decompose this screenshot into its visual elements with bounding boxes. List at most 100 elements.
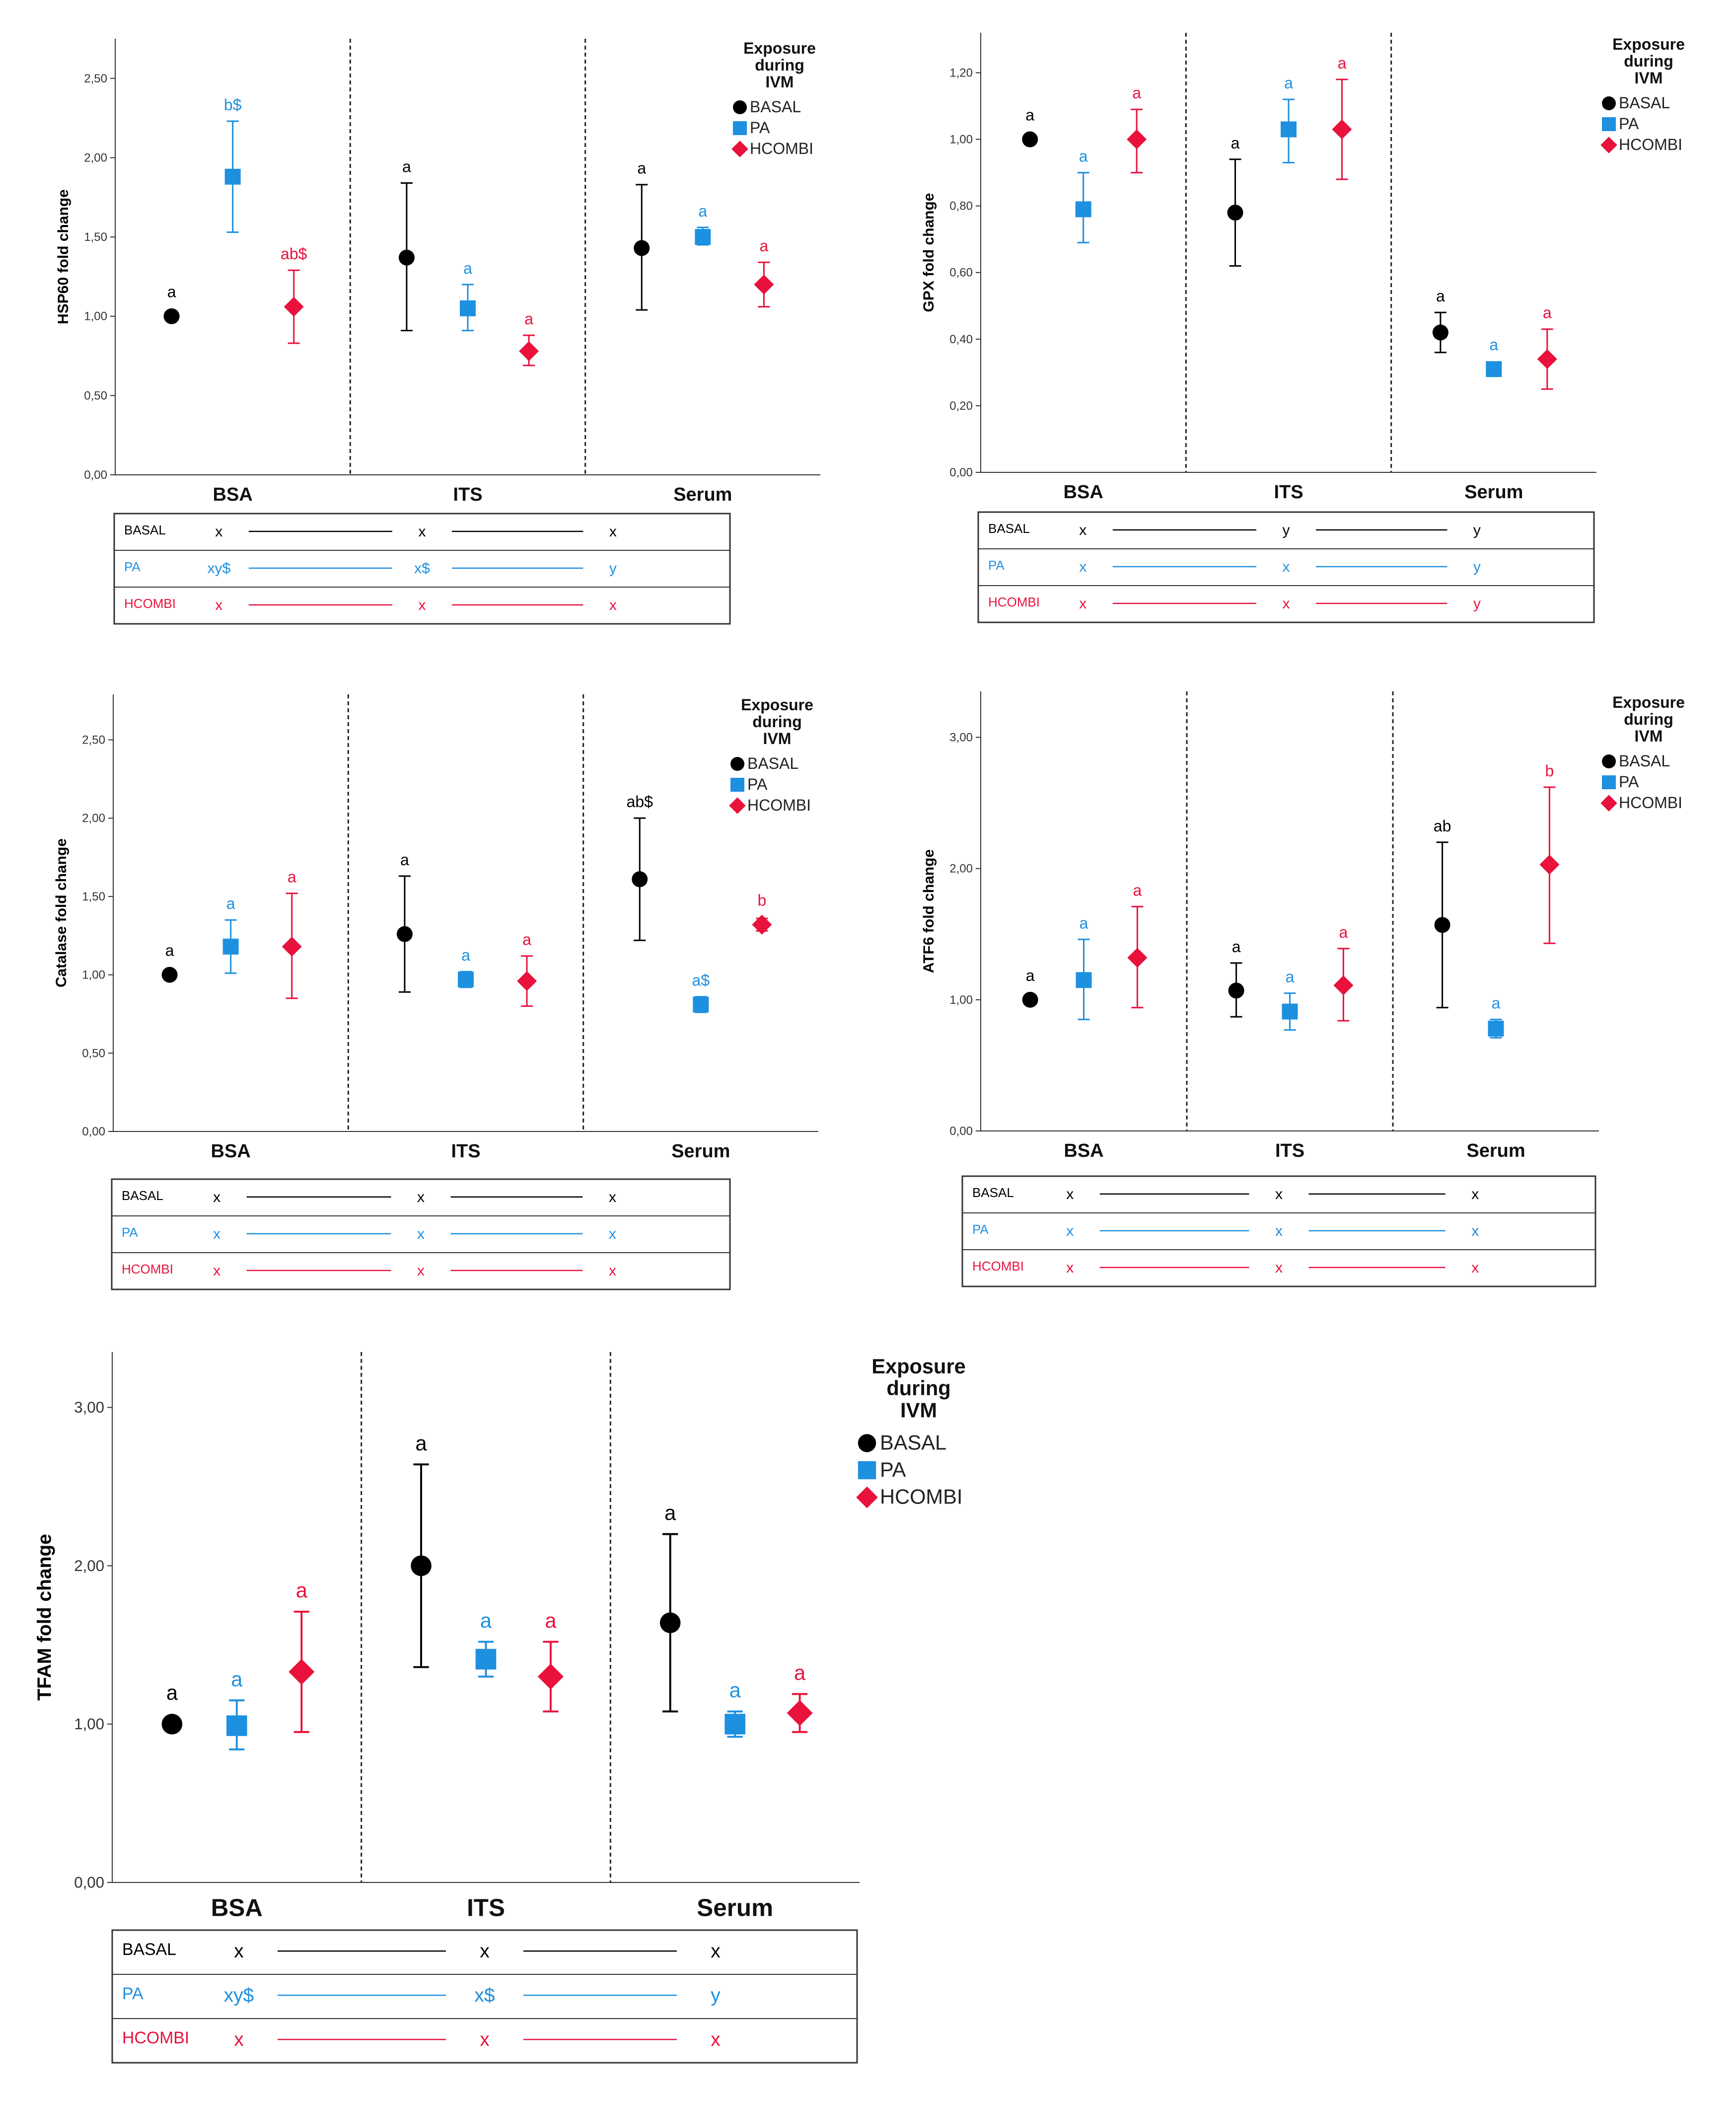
stats-cell-value: x (609, 1263, 616, 1279)
significance-label: a (1436, 287, 1445, 305)
stats-row-label: BASAL (988, 521, 1030, 536)
data-point-pa (475, 1649, 497, 1670)
y-tick-label: 0,20 (949, 399, 973, 413)
data-point-pa (458, 972, 474, 988)
data-point-pa (222, 938, 239, 955)
stats-cell-value: x (609, 1226, 616, 1242)
legend-marker-hcombi (731, 141, 748, 157)
y-tick-label: 2,00 (84, 151, 107, 164)
significance-label: a (1133, 881, 1142, 899)
data-point-basal (161, 1714, 183, 1734)
stats-table-border (111, 1178, 731, 1290)
stats-cell-value: x (1471, 1186, 1479, 1202)
stats-table: BASAL x x x PA xy$ x$ y HCOMBI x x x (111, 1929, 858, 2064)
legend-marker-basal (1602, 754, 1616, 768)
y-tick-label: 0,60 (949, 266, 973, 280)
stats-cell-value: y (1283, 522, 1290, 538)
stats-cell-value: x (417, 1189, 425, 1205)
stats-row-label: HCOMBI (122, 1262, 173, 1276)
stats-cell-value: x (213, 1263, 220, 1279)
data-point-basal (163, 308, 180, 324)
data-point-pa (695, 229, 711, 245)
legend-marker-basal (1602, 96, 1616, 110)
significance-label: a (288, 868, 296, 886)
significance-label: a (1132, 84, 1141, 102)
data-point-pa (226, 1715, 247, 1736)
legend-title: Exposure (871, 1354, 966, 1378)
legend-marker-pa (733, 121, 747, 135)
data-point-basal (1434, 917, 1450, 933)
stats-row-label: PA (122, 1225, 138, 1240)
y-tick-label: 2,50 (84, 72, 107, 85)
stats-cell-value: x (609, 524, 617, 540)
significance-label: b (758, 892, 767, 909)
y-tick-label: 2,50 (82, 733, 105, 747)
stats-cell-value: x (1066, 1186, 1074, 1202)
stats-cell-value: x (1283, 559, 1290, 575)
y-axis-label: Catalase fold change (53, 838, 70, 987)
stats-cell-value: x$ (414, 560, 430, 577)
stats-cell-value: x (215, 597, 222, 613)
legend-title: Exposure (1612, 693, 1685, 711)
stats-table: BASAL x x x PA x x x HCOMBI x x x (111, 1178, 731, 1290)
legend-marker-basal (730, 757, 744, 771)
y-tick-label: 1,50 (84, 230, 107, 244)
significance-label: a (1286, 968, 1295, 986)
stats-table-border (111, 1929, 858, 2064)
legend-marker-pa (858, 1461, 876, 1480)
significance-label: a (524, 310, 533, 328)
significance-label: a (637, 159, 646, 177)
y-tick-label: 0,00 (82, 1125, 105, 1138)
legend-entry-label: HCOMBI (747, 796, 811, 814)
legend-marker-hcombi (1600, 795, 1617, 812)
stats-table: BASAL x y y PA x x y HCOMBI x x y (977, 511, 1595, 623)
stats-row-label: BASAL (122, 1188, 163, 1203)
stats-row-label: HCOMBI (972, 1259, 1024, 1274)
significance-label: a (1232, 938, 1241, 956)
legend-entry-label: PA (1619, 773, 1639, 791)
legend-marker-basal (733, 100, 747, 114)
data-point-pa (1076, 972, 1092, 988)
y-tick-label: 1,50 (82, 890, 105, 903)
stats-cell-value: xy$ (207, 560, 230, 577)
stats-table: BASAL x x x PA xy$ x$ y HCOMBI x x x (113, 513, 731, 625)
significance-label: a (1079, 148, 1088, 165)
data-point-pa (1488, 1020, 1504, 1037)
stats-cell-value: x (417, 1226, 425, 1242)
data-point-basal (1022, 131, 1038, 148)
data-point-hcombi (754, 274, 774, 295)
data-point-pa (224, 168, 241, 185)
y-tick-label: 0,00 (84, 468, 107, 482)
legend-entry-label: PA (880, 1458, 906, 1481)
significance-label: a (545, 1609, 557, 1632)
significance-label: a (794, 1661, 806, 1684)
legend-marker-pa (1602, 117, 1616, 131)
y-axis-label: GPX fold change (921, 193, 937, 312)
data-point-hcombi (282, 936, 302, 957)
significance-label: a (1339, 923, 1348, 941)
significance-label: a (165, 942, 174, 960)
data-point-hcombi (787, 1700, 813, 1726)
stats-cell-value: x (1275, 1186, 1283, 1202)
x-category-label: Serum (1466, 1140, 1525, 1161)
data-point-pa (1075, 201, 1091, 218)
x-category-label: BSA (1064, 1140, 1103, 1161)
y-tick-label: 2,00 (82, 812, 105, 825)
legend-title: during (755, 56, 804, 74)
stats-row-label: HCOMBI (122, 2028, 189, 2047)
stats-cell-value: x (419, 524, 426, 540)
y-tick-label: 0,00 (74, 1874, 104, 1891)
legend-marker-pa (1602, 775, 1616, 789)
data-point-basal (1022, 991, 1038, 1008)
y-tick-label: 3,00 (74, 1399, 104, 1416)
stats-row-label: HCOMBI (988, 595, 1040, 609)
stats-table-border (961, 1175, 1596, 1287)
data-point-pa (724, 1714, 745, 1734)
stats-row-label: BASAL (124, 523, 166, 537)
legend-title: IVM (763, 730, 792, 748)
stats-row-label: BASAL (122, 1940, 176, 1959)
significance-label: a$ (692, 972, 710, 989)
legend-title: during (886, 1376, 950, 1400)
